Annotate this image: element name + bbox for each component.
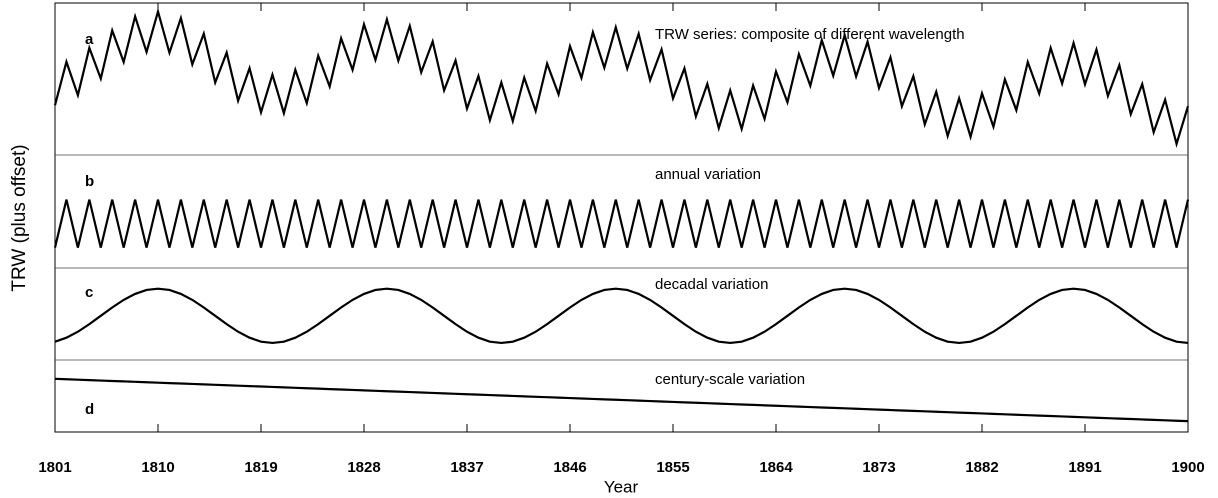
series-line bbox=[53, 199, 1190, 248]
panel-letter: a bbox=[85, 31, 94, 48]
x-tick-label: 1882 bbox=[965, 459, 998, 476]
panel-title: decadal variation bbox=[655, 276, 768, 293]
x-tick-label: 1891 bbox=[1068, 459, 1101, 476]
panel-title: annual variation bbox=[655, 166, 761, 183]
x-tick-label: 1864 bbox=[759, 459, 793, 476]
x-tick-label: 1828 bbox=[347, 459, 380, 476]
panel-title: TRW series: composite of different wavel… bbox=[655, 26, 965, 43]
series-line bbox=[54, 287, 1189, 345]
plot-frame bbox=[54, 2, 1189, 433]
x-tick-label: 1837 bbox=[450, 459, 483, 476]
series-line bbox=[54, 377, 1189, 423]
x-tick-label: 1819 bbox=[244, 459, 277, 476]
panel-letter: c bbox=[85, 284, 93, 301]
panel-letter: b bbox=[85, 173, 94, 190]
x-tick-label: 1810 bbox=[141, 459, 174, 476]
panel-title: century-scale variation bbox=[655, 371, 805, 388]
x-axis-label: Year bbox=[604, 477, 639, 496]
x-tick-label: 1846 bbox=[553, 459, 586, 476]
x-tick-label: 1801 bbox=[38, 459, 71, 476]
x-tick-label: 1855 bbox=[656, 459, 689, 476]
x-tick-label: 1873 bbox=[862, 459, 895, 476]
series-line bbox=[53, 7, 1190, 148]
panel-letter: d bbox=[85, 401, 94, 418]
y-axis-label: TRW (plus offset) bbox=[9, 144, 30, 291]
x-tick-label: 1900 bbox=[1171, 459, 1204, 476]
